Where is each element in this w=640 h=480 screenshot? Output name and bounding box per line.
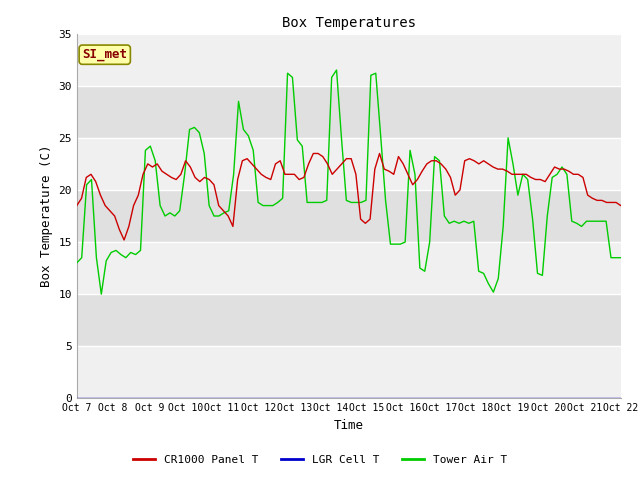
Y-axis label: Box Temperature (C): Box Temperature (C) (40, 145, 53, 287)
Bar (77, 242, 621, 294)
Bar (77, 346, 621, 398)
Bar (77, 34, 621, 86)
Title: Box Temperatures: Box Temperatures (282, 16, 416, 30)
Bar (77, 138, 621, 190)
Legend: CR1000 Panel T, LGR Cell T, Tower Air T: CR1000 Panel T, LGR Cell T, Tower Air T (129, 451, 511, 469)
Text: SI_met: SI_met (82, 48, 127, 61)
Bar (77, 86, 621, 138)
X-axis label: Time: Time (334, 419, 364, 432)
Bar (77, 294, 621, 346)
Bar (77, 190, 621, 242)
